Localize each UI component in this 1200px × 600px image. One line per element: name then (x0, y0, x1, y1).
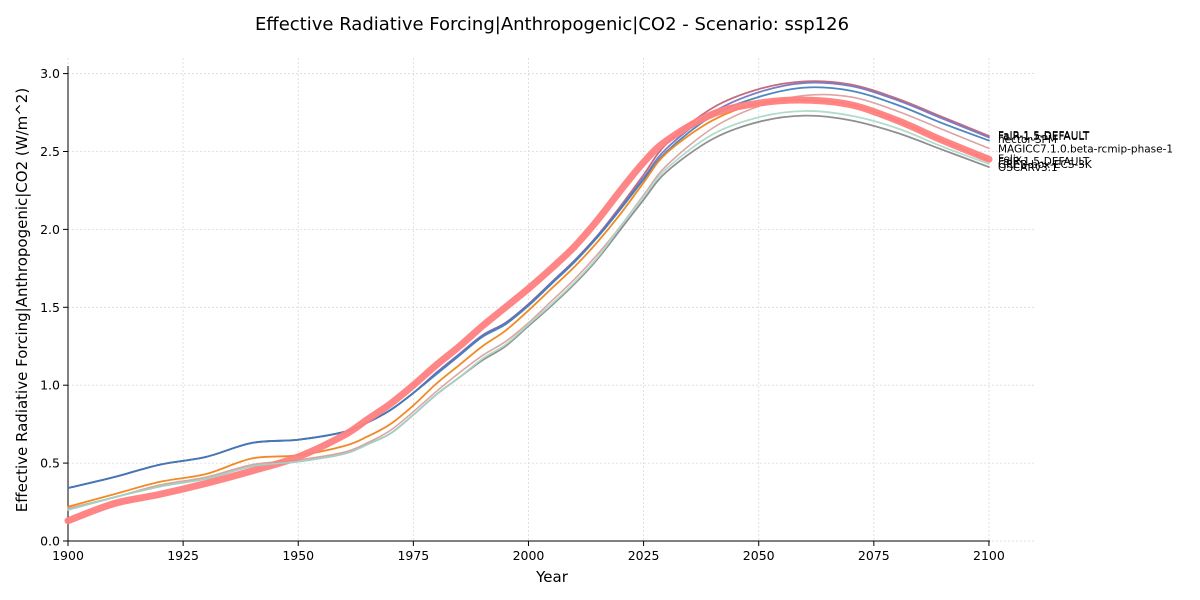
series-end-label: hector-SPM (998, 134, 1057, 146)
axes: 1900 1925 1950 1975 2000 2025 2050 2075 2100 0.0 0… (40, 66, 1005, 563)
series-end-label: FaIR-1.5-DEFAULT (998, 130, 1090, 142)
y-tick-label: 2.0 (40, 222, 60, 237)
series-end-label: FaIR-1.5-DEFAULT (998, 131, 1090, 143)
series-end-label: GREB-box-ECS-3K (998, 159, 1093, 171)
x-tick-label: 1975 (397, 548, 429, 563)
x-tick-label: 1950 (282, 548, 314, 563)
x-tick-label: 2000 (513, 548, 545, 563)
y-tick-label: 0.5 (40, 456, 60, 471)
y-tick-label: 2.5 (40, 144, 60, 159)
end-labels: FaIR-1.5-DEFAULTFaIR-1.5-DEFAULThector-S… (998, 130, 1173, 174)
series-line (67, 110, 990, 511)
series-end-label: MAGICC7.1.0.beta-rcmip-phase-1 (998, 143, 1173, 155)
series-line (67, 86, 990, 489)
series-end-label: Felix (998, 153, 1022, 165)
x-tick-label: 2100 (973, 548, 1005, 563)
x-tick-label: 2075 (858, 548, 890, 563)
x-tick-label: 2025 (628, 548, 660, 563)
y-tick-label: 1.5 (40, 300, 60, 315)
y-tick-label: 1.0 (40, 378, 60, 393)
y-axis-label: Effective Radiative Forcing|Anthropogeni… (13, 88, 31, 512)
series-lines (64, 80, 993, 525)
x-tick-label: 1925 (167, 548, 199, 563)
y-tick-label: 0.0 (40, 534, 60, 549)
series-end-label: OSCARv3.1 (998, 162, 1058, 174)
x-axis-label: Year (535, 568, 569, 586)
series-end-label: FaIR-1.5-DEFAULT (998, 156, 1090, 168)
x-tick-label: 2050 (743, 548, 775, 563)
chart-title: Effective Radiative Forcing|Anthropogeni… (255, 14, 849, 35)
y-tick-label: 3.0 (40, 66, 60, 81)
x-tick-label: 1900 (52, 548, 84, 563)
